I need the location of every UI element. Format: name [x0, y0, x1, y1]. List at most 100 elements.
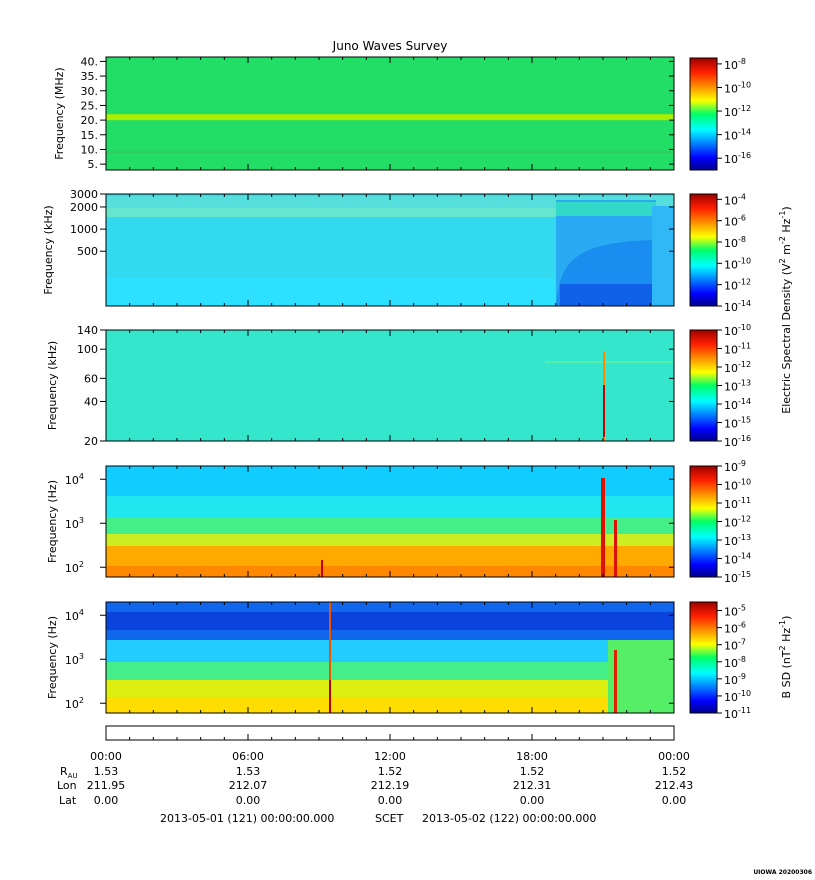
colorbar-4 — [689, 465, 718, 578]
colorbar-tick-label: 10-9 — [724, 459, 746, 474]
ytick-label: 102 — [65, 560, 84, 575]
colorbar-tick-label: 10-15 — [724, 570, 751, 585]
ytick-label: 15. — [81, 129, 99, 142]
band-line-2 — [106, 150, 674, 154]
colorbar-5 — [689, 601, 718, 714]
colorbar-tick-label: 10-4 — [724, 192, 746, 207]
lon-value: 212.43 — [655, 779, 694, 792]
panel-4-y-ticks: 102 103 104 — [65, 472, 674, 575]
ytick-label: 104 — [65, 472, 84, 487]
colorbar-tick-label: 10-14 — [724, 128, 751, 143]
ytick-label: 103 — [65, 516, 84, 531]
panel-5-mid-cyan — [106, 640, 674, 662]
colorbar-tick-label: 10-10 — [724, 256, 751, 271]
figure-title: Juno Waves Survey — [332, 39, 448, 53]
ytick-label: 500 — [77, 245, 98, 258]
colorbar-tick-label: 10-14 — [724, 299, 751, 314]
ytick-label: 140 — [77, 324, 98, 337]
panel-3-spike-red — [603, 385, 605, 437]
panel-1: 5.10.15.20.25.30.35.40. Frequency (MHz) … — [53, 55, 751, 171]
panel-5-spike-2 — [614, 650, 617, 713]
colorbar-tick-label: 10-12 — [724, 104, 751, 119]
ytick-label: 5. — [88, 158, 99, 171]
time-tick-label: 00:00 — [90, 750, 122, 763]
row-label-lon: Lon — [57, 779, 77, 792]
ytick-label: 20. — [81, 114, 99, 127]
ytick-label: 20 — [84, 435, 98, 448]
colorbar-tick-label: 10-10 — [724, 478, 751, 493]
panel-2-lower-band — [106, 278, 556, 306]
time-axis-ticks — [105, 734, 675, 740]
footer-start: 2013-05-01 (121) 00:00:00.000 — [160, 812, 334, 825]
lat-value: 0.00 — [520, 794, 545, 807]
colorbar-tick-label: 10-7 — [724, 638, 746, 653]
panel-2-upper-band — [106, 208, 556, 217]
colorbar-tick-label: 10-14 — [724, 397, 751, 412]
panel-1-bands — [106, 114, 674, 154]
panel-5-x-ticks — [105, 602, 675, 713]
panel-2-end-block — [652, 206, 674, 306]
panel-5-spike-1-core — [329, 680, 331, 713]
colorbar-3 — [689, 329, 718, 442]
panel-3-y-ticks: 20 40 60 100 140 — [77, 324, 674, 448]
lat-value: 0.00 — [662, 794, 687, 807]
colorbar-tick-label: 10-14 — [724, 552, 751, 567]
colorbar-1 — [689, 57, 718, 171]
panel-3-x-ticks — [105, 330, 675, 441]
colorbar-tick-label: 10-8 — [724, 655, 746, 670]
panel-5-upper-dark — [106, 612, 674, 630]
colorbar-tick-label: 10-15 — [724, 416, 751, 431]
colorbar-tick-label: 10-16 — [724, 151, 751, 166]
ytick-label: 100 — [77, 343, 98, 356]
ytick-label: 10. — [81, 143, 99, 156]
colorbar-tick-label: 10-10 — [724, 323, 751, 338]
colorbar-tick-label: 10-9 — [724, 672, 746, 687]
ytick-label: 3000 — [70, 188, 98, 201]
rau-value: 1.53 — [236, 765, 261, 778]
rau-value: 1.53 — [94, 765, 119, 778]
colorbar-tick-label: 10-12 — [724, 360, 751, 375]
rau-value: 1.52 — [520, 765, 545, 778]
colorbar-tick-label: 10-8 — [724, 57, 746, 72]
ytick-label: 35. — [81, 70, 99, 83]
lat-value: 0.00 — [94, 794, 119, 807]
ytick-label: 102 — [65, 696, 84, 711]
lat-value: 0.00 — [378, 794, 403, 807]
colorbar-tick-label: 10-11 — [724, 706, 751, 721]
colorbar-3-ticks: 10-10 10-11 10-12 10-13 10-14 10-15 10-16 — [717, 323, 751, 449]
colorbar-1-ticks: 10-8 10-10 10-12 10-14 10-16 — [717, 57, 751, 166]
colorbar-tick-label: 10-12 — [724, 515, 751, 530]
panel-5-event-green — [608, 640, 674, 713]
panel-4-spike-1 — [601, 478, 605, 577]
ytick-label: 2000 — [70, 201, 98, 214]
panel-4-ylabel: Frequency (Hz) — [46, 480, 59, 563]
colorbar-2-ticks: 10-4 10-6 10-8 10-10 10-12 10-14 — [717, 192, 751, 314]
ytick-label: 30. — [81, 85, 99, 98]
panel-5-y-ticks: 102 103 104 — [65, 608, 674, 711]
ytick-label: 1000 — [70, 223, 98, 236]
panel-3-faint-line — [545, 361, 674, 363]
footer-scet: SCET — [375, 812, 404, 825]
colorbar-tick-label: 10-6 — [724, 214, 746, 229]
colorbar-tick-label: 10-8 — [724, 235, 746, 250]
ytick-label: 103 — [65, 652, 84, 667]
panel-5-ylabel: Frequency (Hz) — [46, 616, 59, 699]
ytick-label: 60 — [84, 372, 98, 385]
time-tick-label: 12:00 — [374, 750, 406, 763]
time-axis: 00:001.53211.950.0006:001.53212.070.0012… — [57, 725, 694, 807]
time-tick-label: 06:00 — [232, 750, 264, 763]
lon-value: 212.07 — [229, 779, 268, 792]
electric-sd-label: Electric Spectral Density (V2 m-2 Hz-1) — [778, 206, 793, 413]
panel-2-event-upper — [556, 202, 656, 216]
band-line-1 — [106, 114, 674, 121]
colorbar-tick-label: 10-5 — [724, 604, 746, 619]
credit-stamp: UIOWA 20200306 — [753, 869, 812, 876]
panel-2-ylabel: Frequency (kHz) — [42, 205, 55, 294]
colorbar-tick-label: 10-10 — [724, 80, 751, 95]
panel-5-mid-green — [106, 662, 674, 680]
